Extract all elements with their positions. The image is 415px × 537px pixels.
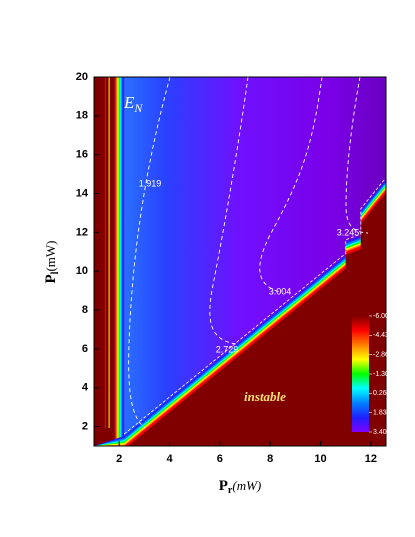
colorbar bbox=[352, 316, 369, 432]
contour-label: 1.919 bbox=[139, 178, 162, 188]
left-edge bbox=[114, 77, 125, 446]
contour-line bbox=[345, 77, 369, 234]
y-tick-label: 8 bbox=[82, 304, 88, 316]
y-tick-label: 16 bbox=[76, 149, 88, 161]
contour-label: 2.729 bbox=[216, 344, 239, 354]
y-tick-label: 14 bbox=[76, 187, 89, 199]
x-tick-label: 4 bbox=[166, 453, 173, 465]
contour-line bbox=[128, 77, 171, 429]
x-tick-label: 8 bbox=[267, 453, 273, 465]
colorbar-label: -6.000 bbox=[373, 313, 393, 320]
plot-area bbox=[94, 77, 386, 446]
left-region bbox=[94, 77, 115, 446]
y-tick-label: 6 bbox=[82, 343, 88, 355]
contour-line bbox=[209, 77, 249, 345]
x-tick-label: 2 bbox=[116, 453, 122, 465]
unstable-region bbox=[126, 192, 386, 446]
colorbar-label: -1.300 bbox=[373, 371, 393, 378]
x-tick-label: 6 bbox=[217, 453, 223, 465]
region-label: instable bbox=[244, 389, 286, 404]
colorbar-label: -4.433 bbox=[373, 332, 393, 339]
colorbar-label: -2.867 bbox=[373, 352, 393, 359]
y-tick-label: 20 bbox=[76, 71, 88, 83]
colorbar-label: 1.833 bbox=[373, 410, 391, 417]
contour-label: 3.004 bbox=[269, 286, 292, 296]
contour-label: 3.245 bbox=[337, 227, 360, 237]
y-axis-label: Pl(mW) bbox=[43, 241, 61, 284]
plot-frame bbox=[93, 76, 387, 447]
colorbar-label: 0.2667 bbox=[373, 390, 395, 397]
y-tick-label: 10 bbox=[76, 265, 88, 277]
x-tick-label: 12 bbox=[365, 453, 377, 465]
colorbar-label: 3.400 bbox=[373, 429, 391, 436]
y-tick-label: 12 bbox=[76, 226, 88, 238]
x-axis-label: Pr(mW) bbox=[219, 478, 262, 496]
symbol-annotation: EN bbox=[123, 93, 143, 115]
y-tick-label: 2 bbox=[82, 420, 88, 432]
boundary-dash bbox=[123, 177, 386, 435]
y-tick-label: 18 bbox=[76, 110, 88, 122]
contour-line bbox=[259, 77, 323, 293]
x-tick-label: 10 bbox=[314, 453, 326, 465]
y-tick-label: 4 bbox=[82, 382, 89, 394]
